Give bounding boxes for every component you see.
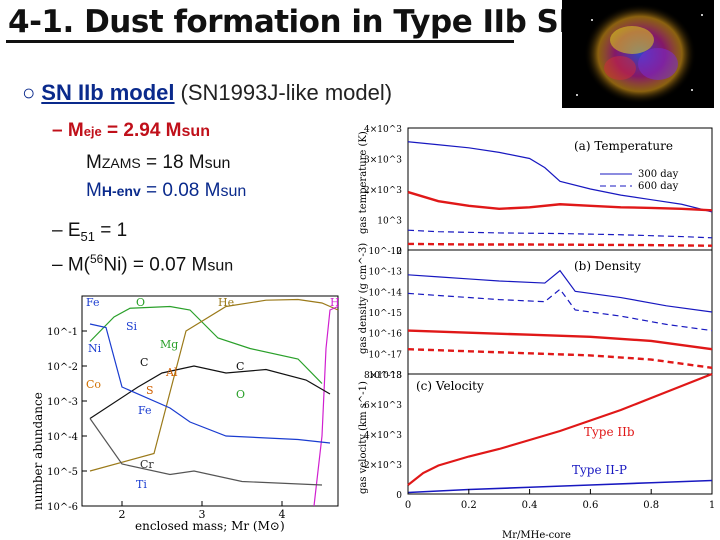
vel-ytick-label: 6×10^3 (364, 401, 402, 411)
abund-ytick-label: 10^-4 (47, 432, 78, 443)
temp-series-II-P-300-day (407, 190, 713, 212)
dens-series-IIb-300-day (407, 269, 713, 313)
legend-600-label: 600 day (638, 181, 679, 192)
dens-panel-title: (b) Density (574, 259, 641, 273)
vel-ytick-label: 8×10^3 (364, 371, 402, 381)
param-ni56: – M(56Ni) = 0.07 Msun (52, 252, 234, 276)
vel-xtick-label: 0.4 (522, 500, 538, 511)
bullet-circle: ○ (22, 80, 36, 105)
param-mhenv: MH-env = 0.08 Msun (86, 180, 247, 201)
vel-xlabel: Mr/MHe-core (502, 530, 571, 540)
abund-annot-O: O (136, 296, 145, 309)
abund-annot-Fe: Fe (86, 296, 100, 309)
vel-series-Type-IIb (407, 372, 713, 486)
legend-300-label: 300 day (638, 169, 679, 180)
supernova-remnant-image (562, 0, 714, 108)
physical-profiles-chart: 0 10^3 2×10^3 3×10^3 4×10^3 (a) Temperature 30… (352, 122, 720, 540)
abund-annot-Ni: Ni (88, 342, 102, 355)
temp-ytick-label: 4×10^3 (364, 125, 402, 135)
vel-ytick-label: 0 (396, 491, 402, 501)
abund-annot-O: O (236, 388, 245, 401)
abund-xlabel: enclosed mass; Mr (M⊙) (135, 519, 285, 533)
vel-panel-title: (c) Velocity (416, 379, 484, 393)
dens-ylabel: gas density (g cm^-3) (358, 243, 369, 354)
temp-ytick-label: 0 (396, 247, 402, 257)
abund-annot-C: C (140, 356, 148, 369)
abund-series-H (313, 305, 339, 507)
dens-ytick-label: 10^-14 (369, 288, 403, 298)
abund-ytick-label: 10^-3 (47, 397, 78, 408)
vel-series-Type-II-P (407, 479, 713, 494)
vel-xtick-label: 0.2 (461, 500, 477, 511)
slide-title: 4-1. Dust formation in Type IIb SN (8, 4, 584, 40)
abund-series-Cr (89, 418, 323, 486)
vel-label-iib: Type IIb (584, 425, 635, 439)
dens-ytick-label: 10^-16 (369, 330, 403, 340)
param-e51: – E51 = 1 (52, 220, 128, 244)
abund-ylabel: number abundance (31, 392, 45, 510)
vel-ytick-label: 4×10^3 (364, 431, 402, 441)
temp-series-IIb-600-day (407, 229, 713, 239)
abund-annot-S: S (146, 384, 154, 397)
abund-annot-Si: Si (126, 320, 138, 333)
abund-ytick-label: 10^-2 (47, 362, 78, 373)
title-underline (6, 40, 514, 43)
vel-label-iip: Type II-P (572, 463, 627, 477)
dens-ytick-label: 10^-18 (369, 371, 403, 381)
vel-xtick-label: 0 (405, 500, 411, 511)
dens-ytick-label: 10^-13 (369, 268, 403, 278)
sn-iib-model-label: SN IIb model (41, 80, 175, 105)
abund-ytick-label: 10^-6 (47, 502, 78, 513)
dens-series-IIb-600-day (407, 288, 713, 332)
abund-annot-C: C (236, 360, 244, 373)
abund-ytick-label: 10^-1 (47, 327, 78, 338)
dens-ytick-label: 10^-15 (369, 309, 403, 319)
abund-annot-Fe: Fe (138, 404, 152, 417)
abund-series-He (89, 298, 339, 472)
abund-xtick-label: 3 (199, 508, 206, 521)
abund-series-C (89, 365, 331, 420)
abund-annot-Cr: Cr (140, 458, 154, 471)
temp-ytick-label: 3×10^3 (364, 156, 402, 166)
vel-ylabel: gas velocity (km s^-1) (358, 381, 369, 494)
dens-ytick-label: 10^-17 (369, 350, 403, 360)
vel-xtick-label: 0.6 (582, 500, 598, 511)
abund-series-O (89, 305, 323, 384)
abund-annot-Co: Co (86, 378, 101, 391)
temp-ytick-label: 2×10^3 (364, 186, 402, 196)
dens-series-II-P-600-day (407, 348, 713, 369)
temp-series-II-P-600-day (407, 242, 713, 247)
abund-annot-H: H (330, 296, 340, 309)
abund-xtick-label: 2 (119, 508, 126, 521)
param-meje: – Meje = 2.94 Msun (52, 120, 210, 141)
temp-ylabel: gas temperature (K) (358, 131, 369, 234)
dens-series-II-P-300-day (407, 329, 713, 351)
temp-series-IIb-300-day (407, 141, 713, 213)
abundance-chart: 10^-1 10^-2 10^-3 10^-4 10^-5 10^-6 2 3 4 numbe… (0, 290, 345, 540)
vel-frame (407, 373, 713, 495)
vel-ytick-label: 2×10^3 (364, 461, 402, 471)
temp-ytick-label: 10^3 (377, 217, 402, 227)
abund-xtick-label: 4 (279, 508, 286, 521)
abund-annot-Al: Al (165, 366, 178, 379)
dens-ytick-label: 10^-12 (369, 247, 403, 257)
abund-series-Fe (89, 323, 331, 444)
temp-panel-title: (a) Temperature (574, 139, 673, 153)
abund-annot-He: He (218, 296, 234, 309)
abund-annot-Mg: Mg (160, 338, 178, 351)
bullet-sn-iib-model: ○ SN IIb model (SN1993J-like model) (22, 80, 392, 106)
param-mzams: MZAMS = 18 Msun (86, 152, 231, 173)
vel-xtick-label: 1 (709, 500, 715, 511)
sn1993j-note: (SN1993J-like model) (180, 80, 393, 105)
abund-annot-Ti: Ti (136, 478, 147, 491)
abund-ytick-label: 10^-5 (47, 467, 78, 478)
vel-xtick-label: 0.8 (643, 500, 659, 511)
